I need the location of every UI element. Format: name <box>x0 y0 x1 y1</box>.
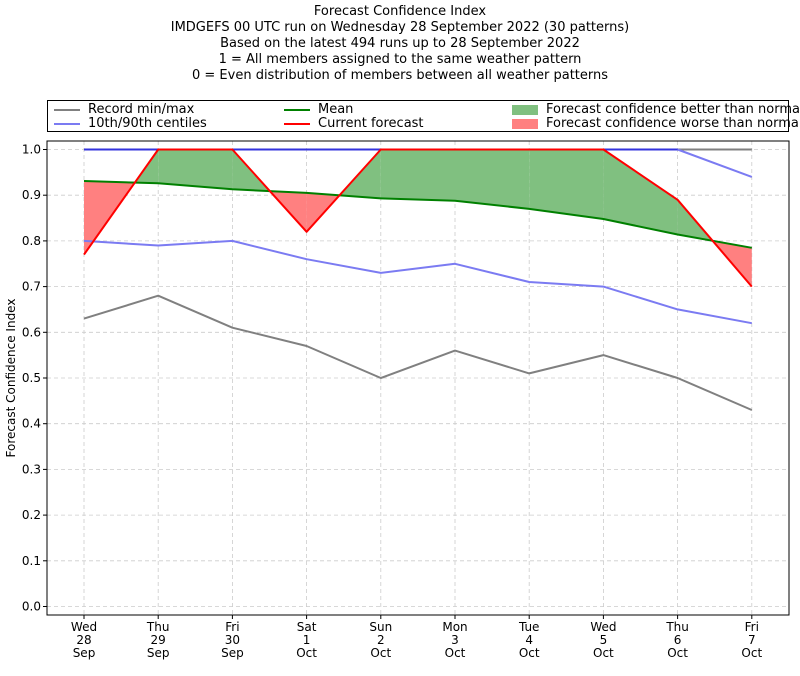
x-tick-label: Sat <box>297 620 317 634</box>
chart-subtitle-basis: Based on the latest 494 runs up to 28 Se… <box>220 36 580 51</box>
x-tick-label: 4 <box>525 633 533 647</box>
x-tick-label: Fri <box>225 620 239 634</box>
legend-centiles: 10th/90th centiles <box>54 116 207 131</box>
x-tick-label: Oct <box>445 646 466 660</box>
x-tick-label: 5 <box>600 633 608 647</box>
x-tick-label: Wed <box>590 620 616 634</box>
y-tick-label: 0.4 <box>22 417 41 431</box>
x-tick-label: Thu <box>146 620 170 634</box>
x-tick-label: Fri <box>745 620 759 634</box>
x-tick-label: Oct <box>296 646 317 660</box>
legend-centiles-swatch <box>54 122 80 125</box>
legend-better-swatch <box>512 104 538 115</box>
chart-title: Forecast Confidence Index <box>313 4 487 19</box>
x-tick-label: 2 <box>377 633 385 647</box>
chart-legend: Record min/max 10th/90th centiles Mean C… <box>47 100 800 132</box>
legend-current: Current forecast <box>284 116 424 131</box>
y-tick-label: 0.3 <box>22 462 41 476</box>
x-tick-label: 28 <box>76 633 91 647</box>
y-tick-label: 0.5 <box>22 371 41 385</box>
legend-mean-label: Mean <box>318 102 354 117</box>
legend-worse-label: Forecast confidence worse than normal <box>546 116 800 131</box>
x-tick-label: 3 <box>451 633 459 647</box>
y-tick-label: 0.9 <box>22 188 41 202</box>
legend-centiles-label: 10th/90th centiles <box>88 116 207 131</box>
current-forecast-line <box>83 148 753 288</box>
legend-record: Record min/max <box>54 102 194 117</box>
chart-subtitle-scale-max: 1 = All members assigned to the same wea… <box>218 52 582 67</box>
x-tick-label: Wed <box>71 620 97 634</box>
x-tick-label: 1 <box>303 633 311 647</box>
y-tick-label: 0.0 <box>22 600 41 614</box>
x-tick-label: 6 <box>674 633 682 647</box>
legend-mean-swatch <box>284 108 310 111</box>
x-tick-label: Sep <box>73 646 96 660</box>
y-tick-label: 0.6 <box>22 325 41 339</box>
legend-better-label: Forecast confidence better than normal <box>546 102 800 117</box>
legend-mean: Mean <box>284 102 353 117</box>
y-tick-label: 0.1 <box>22 554 41 568</box>
x-tick-label: 30 <box>225 633 240 647</box>
record-min-line <box>83 294 753 411</box>
chart-title-block: Forecast Confidence Index IMDGEFS 00 UTC… <box>0 4 800 84</box>
confidence-better-area <box>158 149 233 190</box>
x-tick-label: 29 <box>151 633 166 647</box>
x-tick-label: 7 <box>748 633 756 647</box>
confidence-better-area <box>455 149 530 209</box>
y-tick-label: 0.2 <box>22 508 41 522</box>
chart-subtitle-scale-min: 0 = Even distribution of members between… <box>191 68 609 83</box>
chart-subtitle-run: IMDGEFS 00 UTC run on Wednesday 28 Septe… <box>170 20 630 35</box>
y-axis-label: Forecast Confidence Index <box>4 299 18 458</box>
x-tick-label: Oct <box>667 646 688 660</box>
legend-worse: Forecast confidence worse than normal <box>512 116 800 131</box>
x-tick-label: Mon <box>442 620 467 634</box>
legend-current-label: Current forecast <box>318 116 424 131</box>
centile-10-line <box>83 239 752 325</box>
x-tick-label: Oct <box>741 646 762 660</box>
legend-record-swatch <box>54 108 80 111</box>
x-tick-label: Tue <box>518 620 540 634</box>
y-tick-label: 0.8 <box>22 234 41 248</box>
x-tick-label: Sun <box>369 620 392 634</box>
y-tick-label: 0.7 <box>22 280 41 294</box>
x-tick-label: Oct <box>593 646 614 660</box>
y-tick-label: 1.0 <box>22 143 41 157</box>
x-tick-label: Sep <box>221 646 244 660</box>
x-tick-label: Thu <box>665 620 689 634</box>
x-tick-label: Oct <box>519 646 540 660</box>
legend-record-label: Record min/max <box>88 102 195 117</box>
x-tick-label: Oct <box>370 646 391 660</box>
confidence-better-area <box>603 149 678 235</box>
confidence-better-area <box>380 149 455 201</box>
legend-better: Forecast confidence better than normal <box>512 102 800 117</box>
legend-current-swatch <box>284 122 310 125</box>
legend-worse-swatch <box>512 118 538 129</box>
confidence-better-area <box>529 149 604 219</box>
mean-line <box>83 180 752 249</box>
x-tick-label: Sep <box>147 646 170 660</box>
